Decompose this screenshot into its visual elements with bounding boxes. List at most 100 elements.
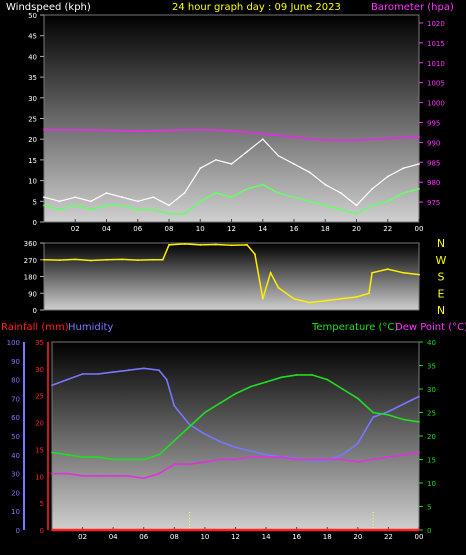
direction-series-point <box>254 253 256 256</box>
temperature-series-point <box>387 414 390 416</box>
humidity-series-point <box>204 433 206 435</box>
barometer-series-point <box>386 137 389 140</box>
temperature-series-point <box>51 451 53 454</box>
windspeed-series-point <box>105 204 108 207</box>
gust-series-point <box>90 200 92 203</box>
windspeed-series-point <box>418 188 420 190</box>
humidity-series-point <box>418 395 420 398</box>
temperature-series-point <box>311 374 313 376</box>
humidity-series-point <box>112 371 115 373</box>
y2-tick-label: 1015 <box>427 40 445 48</box>
barometer-series-point <box>199 128 202 131</box>
rainfall-tick-label: 30 <box>35 366 44 374</box>
temp-tick-label: 20 <box>427 433 436 441</box>
y2-tick-label: 1020 <box>427 20 445 28</box>
barometer-series-point <box>43 128 45 131</box>
x-tick-label: 14 <box>258 225 267 233</box>
dewpoint-series-point <box>97 475 99 477</box>
windspeed-series-point <box>308 200 311 203</box>
gust-series-point <box>215 159 217 161</box>
dewpoint-series-point <box>142 477 145 480</box>
direction-series-point <box>269 271 272 274</box>
windspeed-series-point <box>215 192 217 194</box>
temperature-series-point <box>402 418 405 421</box>
windspeed-series-point <box>58 208 61 211</box>
dewpoint-series-point <box>81 475 84 477</box>
windspeed-series-point <box>121 204 123 207</box>
x-tick-label: 22 <box>384 533 393 541</box>
gust-series-point <box>355 204 358 207</box>
x-tick-label: 16 <box>290 225 299 233</box>
humidity-series-point <box>127 369 130 372</box>
x-tick-label: 00 <box>415 225 424 233</box>
plot-area <box>51 341 420 531</box>
windspeed-series-point <box>43 204 45 207</box>
temperature-series-point <box>66 453 69 456</box>
dewpoint-series-point <box>280 456 283 458</box>
x-tick-label: 10 <box>196 225 205 233</box>
windspeed-series-point <box>152 208 155 211</box>
windspeed-label: Windspeed (kph) <box>6 2 91 13</box>
dewpoint-series-point <box>372 458 374 461</box>
x-tick-label: 20 <box>353 533 362 541</box>
windspeed-series-point <box>386 200 389 203</box>
gust-series-point <box>230 163 233 165</box>
temp-tick-label: 0 <box>427 527 431 535</box>
windspeed-series-point <box>168 212 170 215</box>
humidity-tick-label: 30 <box>11 471 20 479</box>
x-tick-label: 14 <box>262 533 271 541</box>
gust-series-point <box>183 192 186 194</box>
dewpoint-series-point <box>188 463 191 466</box>
humidity-series-point <box>158 369 160 372</box>
y-tick-label: 180 <box>24 274 37 282</box>
temp-tick-label: 15 <box>427 457 436 465</box>
direction-series-point <box>386 268 389 270</box>
rainfall-tick-label: 25 <box>35 393 44 401</box>
gust-series-point <box>199 167 202 170</box>
direction-series-point <box>368 292 370 295</box>
gust-series-point <box>168 204 170 207</box>
temp-tick-label: 30 <box>427 386 436 394</box>
humidity-series-point <box>173 405 176 407</box>
gust-series-point <box>418 163 420 165</box>
x-tick-label: 18 <box>321 225 330 233</box>
temp-tick-label: 35 <box>427 363 436 371</box>
humidity-series-point <box>356 442 359 445</box>
rainfall-tick-label: 10 <box>35 473 44 481</box>
temp-tick-label: 10 <box>427 480 436 488</box>
x-tick-label: 00 <box>415 533 424 541</box>
gust-series-point <box>293 163 295 165</box>
x-tick-label: 12 <box>231 533 240 541</box>
humidity-tick-label: 50 <box>11 433 20 441</box>
y2-tick-label: 985 <box>427 159 440 167</box>
humidity-tick-label: 100 <box>7 339 20 347</box>
y-tick-label: 40 <box>28 53 37 61</box>
gust-series-point <box>308 171 311 174</box>
x-tick-label: 04 <box>109 533 118 541</box>
windspeed-series-point <box>230 196 233 199</box>
x-tick-label: 06 <box>139 533 148 541</box>
gust-series-point <box>386 175 389 178</box>
direction-series-point <box>418 273 420 276</box>
windspeed-series-point <box>136 208 139 211</box>
compass-letter: N <box>437 237 445 250</box>
temperature-series-point <box>97 456 99 458</box>
humidity-series-point <box>265 453 267 456</box>
dewpoint-series-point <box>158 472 160 475</box>
windspeed-series-point <box>277 192 280 194</box>
plot-area <box>43 14 420 223</box>
dewpoint-series-point <box>265 456 267 458</box>
humidity-series-point <box>402 403 405 405</box>
x-tick-label: 18 <box>323 533 332 541</box>
temperature-series-point <box>112 458 115 461</box>
compass-letter: W <box>436 254 447 267</box>
windspeed-series-point <box>183 212 186 215</box>
direction-series-point <box>183 243 186 245</box>
humidity-tick-label: 10 <box>11 508 20 516</box>
direction-series-point <box>215 243 217 246</box>
y2-tick-label: 1010 <box>427 60 445 68</box>
y2-tick-label: 975 <box>427 199 440 207</box>
x-tick-label: 16 <box>292 533 301 541</box>
rainfall-tick-label: 5 <box>40 500 44 508</box>
